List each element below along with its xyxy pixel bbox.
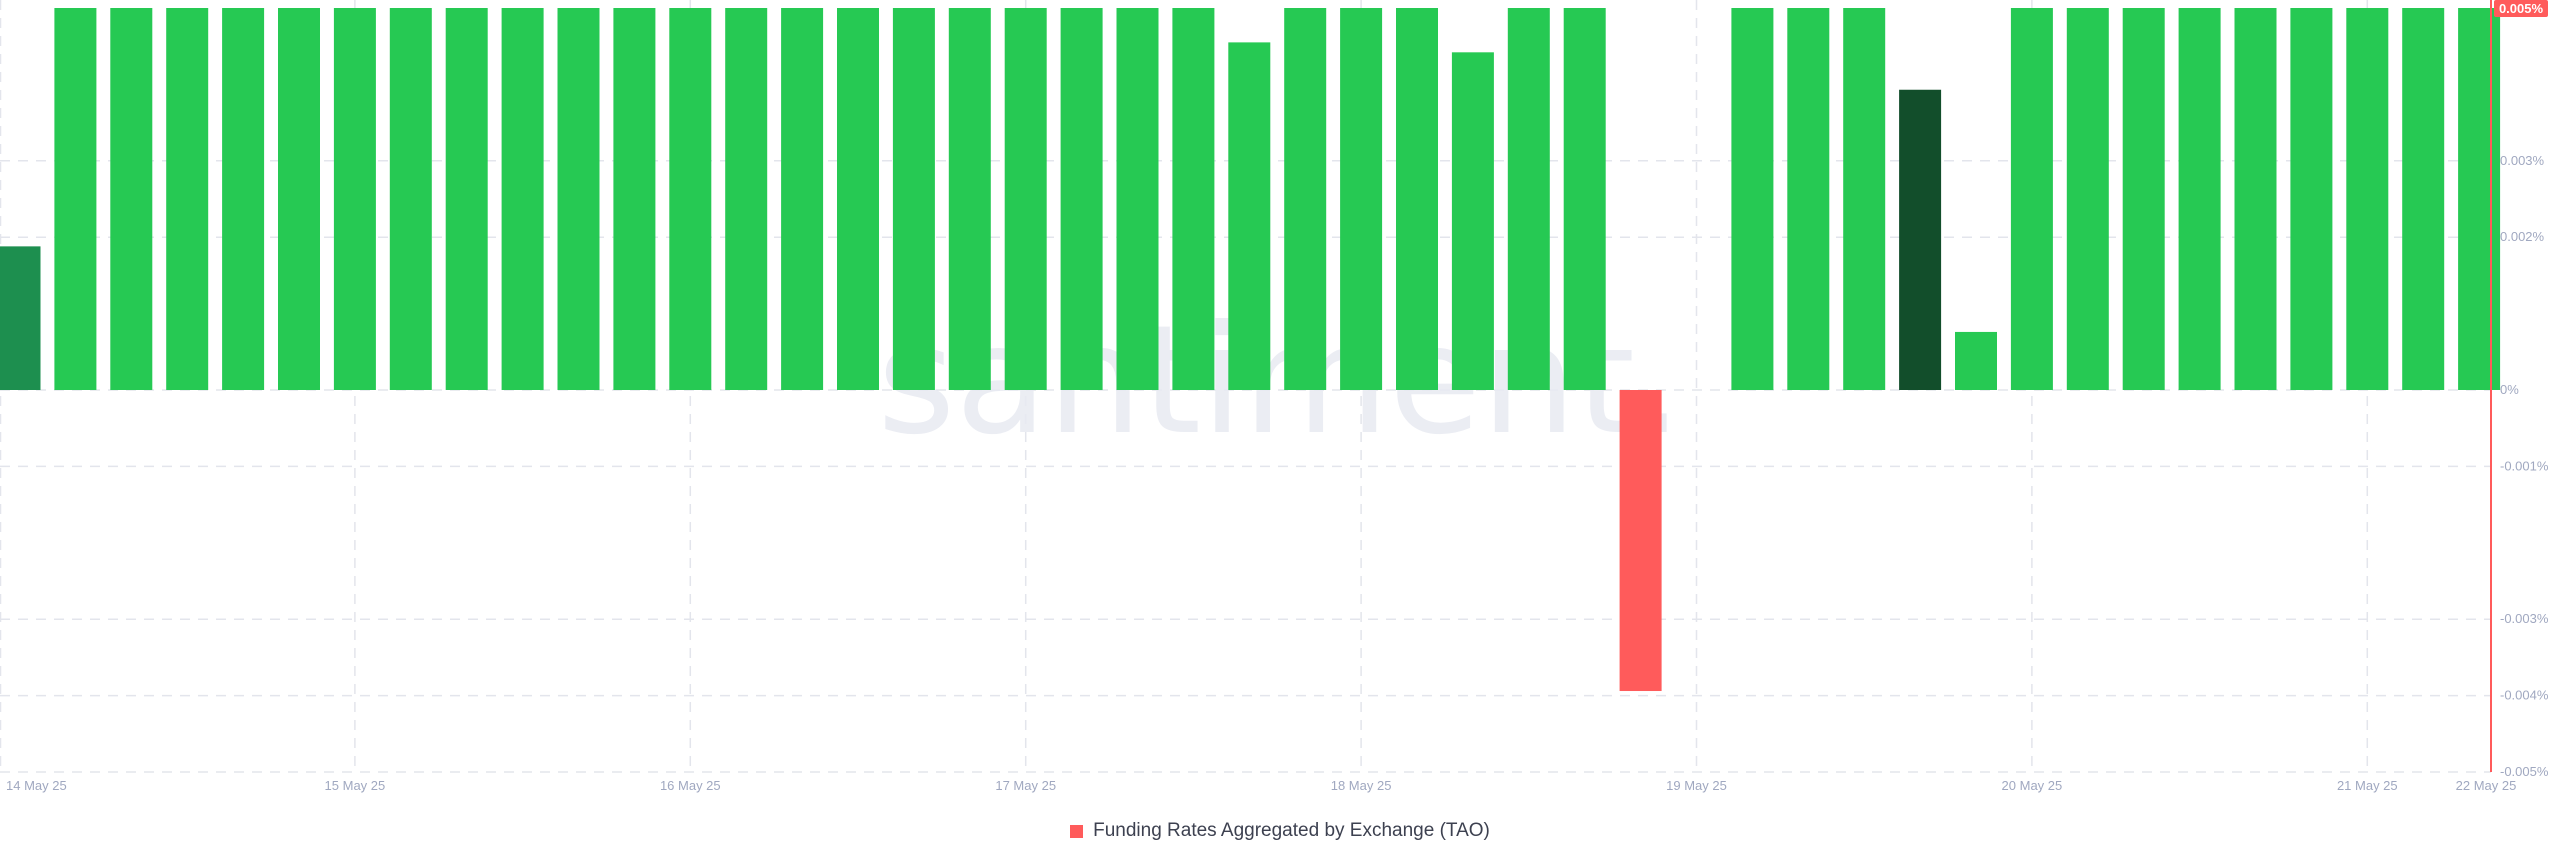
bar[interactable] [1619,390,1662,692]
x-tick-label: 20 May 25 [2002,778,2063,793]
bar[interactable] [1284,8,1327,390]
bar[interactable] [2346,8,2389,390]
y-tick-label: -0.003% [2500,611,2549,626]
bar[interactable] [1228,42,1271,390]
bar[interactable] [1507,8,1550,390]
bar[interactable] [110,8,153,390]
bar[interactable] [1004,8,1047,390]
bar[interactable] [669,8,712,390]
bar[interactable] [2234,8,2277,390]
bar[interactable] [333,8,376,390]
x-tick-label: 22 May 25 [2456,778,2517,793]
chart-legend[interactable]: Funding Rates Aggregated by Exchange (TA… [0,820,2560,842]
bar[interactable] [166,8,209,390]
x-axis-labels: 14 May 25 15 May 25 16 May 25 17 May 25 18 M… [6,778,2516,793]
bar[interactable] [725,8,768,390]
bar[interactable] [1340,8,1383,390]
bar[interactable] [1787,8,1830,390]
bar[interactable] [54,8,97,390]
bar[interactable] [781,8,824,390]
bar[interactable] [2402,8,2445,390]
bar[interactable] [1955,331,1997,390]
bar[interactable] [948,8,991,390]
bar[interactable] [2066,8,2109,390]
bar[interactable] [2010,8,2053,390]
santiment-watermark: santiment. [877,294,1683,468]
bar[interactable] [1396,8,1438,390]
bars [0,8,2501,692]
bar[interactable] [1563,8,1606,390]
bar[interactable] [1116,8,1159,390]
bar[interactable] [445,8,488,390]
bar[interactable] [557,8,600,390]
y-tick-label: 0% [2500,382,2519,397]
current-value-badge-bg [2494,0,2548,17]
x-tick-label: 15 May 25 [325,778,386,793]
y-axis-labels: 0.003% 0.002% 0% -0.001% -0.003% -0.004% -0.00… [2500,153,2549,779]
bar[interactable] [2290,8,2333,390]
bar[interactable] [2458,8,2501,390]
y-tick-label: -0.004% [2500,688,2549,703]
y-tick-label: -0.001% [2500,458,2549,473]
y-tick-label: 0.002% [2500,229,2545,244]
y-tick-label: -0.005% [2500,764,2549,779]
bar[interactable] [389,8,432,390]
bar[interactable] [613,8,656,390]
bar[interactable] [222,8,265,390]
bar[interactable] [2122,8,2165,390]
bar[interactable] [278,8,320,390]
current-value-badge: 0.005% [2494,0,2548,17]
bar[interactable] [1731,8,1774,390]
x-tick-label: 19 May 25 [1666,778,1727,793]
bar[interactable] [1060,8,1103,390]
x-tick-label: 17 May 25 [995,778,1056,793]
legend-label: Funding Rates Aggregated by Exchange (TA… [1093,820,1490,841]
bar[interactable] [2178,8,2221,390]
bar[interactable] [837,8,879,390]
x-tick-label: 18 May 25 [1331,778,1392,793]
x-tick-label: 21 May 25 [2337,778,2398,793]
y-tick-label: 0.003% [2500,153,2545,168]
x-tick-label: 16 May 25 [660,778,721,793]
bar[interactable] [1843,8,1886,390]
bar[interactable] [1899,89,1942,391]
bar[interactable] [0,246,41,390]
square-icon [1070,824,1084,838]
bar[interactable] [1451,52,1494,390]
bar[interactable] [501,8,544,390]
x-tick-label: 14 May 25 [6,778,67,793]
bar[interactable] [1172,8,1215,390]
current-value-badge-text: 0.005% [2499,1,2544,16]
bar[interactable] [892,8,935,390]
